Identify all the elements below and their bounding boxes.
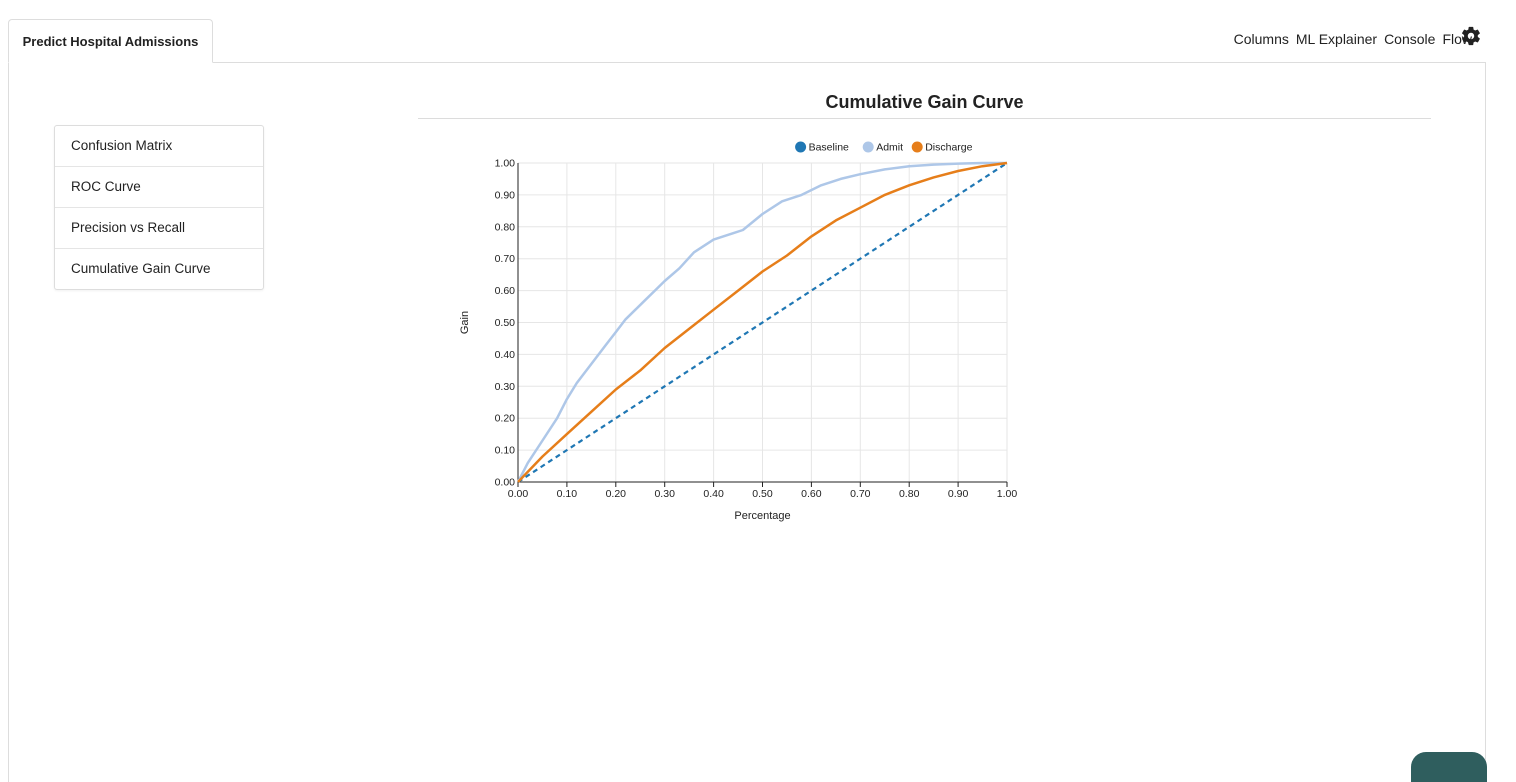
x-tick-label: 0.60 <box>801 488 822 500</box>
menu-item-cumulative-gain-curve[interactable]: Cumulative Gain Curve <box>71 261 211 276</box>
y-tick-label: 1.00 <box>495 158 516 170</box>
page-title: Cumulative Gain Curve <box>825 92 1024 112</box>
series-line-baseline <box>517 162 1008 483</box>
legend-label-baseline: Baseline <box>809 142 849 154</box>
x-tick-label: 1.00 <box>997 488 1018 500</box>
title-divider <box>418 118 1431 119</box>
x-tick-label: 0.30 <box>654 488 675 500</box>
y-axis-label: Gain <box>459 311 471 334</box>
x-axis-label: Percentage <box>734 510 790 522</box>
y-tick-label: 0.90 <box>495 189 516 201</box>
menu-item-confusion-matrix[interactable]: Confusion Matrix <box>55 126 263 167</box>
x-tick-label: 0.70 <box>850 488 871 500</box>
y-tick-label: 0.60 <box>495 285 516 297</box>
series-line-discharge <box>517 161 1008 483</box>
menu-item-roc-curve[interactable]: ROC Curve <box>55 167 263 208</box>
help-button[interactable] <box>1411 752 1487 782</box>
y-tick-label: 0.80 <box>495 221 516 233</box>
x-tick-label: 0.90 <box>948 488 969 500</box>
y-tick-label: 0.40 <box>495 349 516 361</box>
console-link[interactable]: Console <box>1384 31 1436 47</box>
menu-item-precision-vs-recall[interactable]: Precision vs Recall <box>55 208 263 249</box>
ml-explainer-link[interactable]: ML Explainer <box>1295 31 1378 47</box>
legend-label-discharge: Discharge <box>925 142 972 154</box>
x-tick-label: 0.00 <box>508 488 529 500</box>
cumulative-gain-chart: 0.00 0.10 0.20 0.30 0.40 0.50 0.60 0.70 0.80 0.90… <box>459 141 1018 522</box>
y-tick-label: 0.30 <box>495 381 516 393</box>
chart-menu: Confusion Matrix ROC Curve Precision vs … <box>54 125 264 290</box>
y-tick-label: 0.10 <box>495 445 516 457</box>
x-tick-label: 0.20 <box>606 488 627 500</box>
tab-predict-hospital-admissions[interactable]: Predict Hospital Admissions <box>8 19 213 63</box>
x-tick-label: 0.50 <box>752 488 773 500</box>
legend-marker-baseline <box>795 141 807 153</box>
y-tick-label: 0.70 <box>495 253 516 265</box>
x-tick-label: 0.40 <box>703 488 724 500</box>
y-tick-label: 0.00 <box>495 477 516 489</box>
gear-icon[interactable] <box>1460 25 1482 47</box>
legend-marker-admit <box>862 141 874 153</box>
legend-label-admit: Admit <box>876 142 903 154</box>
legend-marker-discharge <box>911 141 923 153</box>
series-line-admit <box>516 161 1007 483</box>
y-tick-label: 0.50 <box>495 317 516 329</box>
x-tick-label: 0.80 <box>899 488 920 500</box>
y-tick-label: 0.20 <box>495 413 516 425</box>
x-tick-label: 0.10 <box>557 488 578 500</box>
top-navigation: Columns ML Explainer Console Flow <box>1234 30 1472 48</box>
columns-link[interactable]: Columns <box>1233 31 1289 47</box>
